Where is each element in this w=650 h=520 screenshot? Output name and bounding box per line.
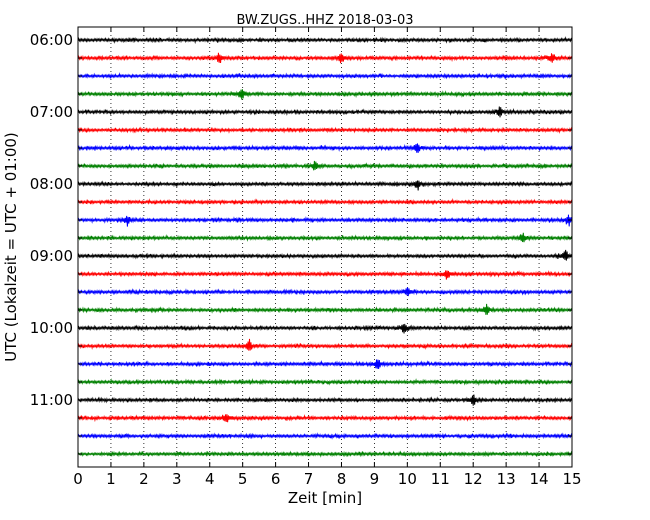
trace-1015 <box>77 338 573 351</box>
y-axis-label: UTC (Lokalzeit = UTC + 01:00) <box>2 132 20 362</box>
trace-1145 <box>77 450 573 458</box>
x-tick-label: 9 <box>370 470 380 488</box>
x-tick-label: 5 <box>238 470 248 488</box>
grid-lines <box>110 27 540 467</box>
x-tick-label: 0 <box>73 470 83 488</box>
trace-1030 <box>77 359 573 369</box>
trace-0645 <box>77 89 573 100</box>
x-tick-label: 14 <box>530 470 549 488</box>
trace-0900 <box>77 249 573 261</box>
y-tick-label: 09:00 <box>30 247 73 265</box>
y-tick-label: 08:00 <box>30 175 73 193</box>
trace-0715 <box>77 126 573 134</box>
x-tick-label: 1 <box>106 470 116 488</box>
trace-0930 <box>77 287 573 297</box>
x-tick-label: 2 <box>139 470 149 488</box>
y-tick-label: 07:00 <box>30 103 73 121</box>
x-tick-label: 8 <box>337 470 347 488</box>
y-axis-ticks: 06:00 07:00 08:00 09:00 10:00 11:00 <box>30 31 572 455</box>
trace-0600 <box>77 36 573 45</box>
trace-0815 <box>77 197 573 206</box>
x-tick-label: 7 <box>304 470 314 488</box>
trace-0830 <box>77 214 573 227</box>
trace-0630 <box>77 72 573 80</box>
trace-1100 <box>77 394 573 406</box>
trace-0800 <box>77 180 573 191</box>
x-tick-label: 6 <box>271 470 281 488</box>
y-tick-label: 10:00 <box>30 319 73 337</box>
trace-1130 <box>77 432 573 440</box>
trace-0845 <box>77 232 573 243</box>
x-tick-label: 4 <box>205 470 215 488</box>
traces-layer <box>77 36 573 458</box>
trace-1000 <box>77 323 573 334</box>
trace-0745 <box>77 160 573 171</box>
trace-0730 <box>77 143 573 153</box>
x-tick-label: 15 <box>562 470 581 488</box>
trace-1115 <box>77 414 573 423</box>
trace-1045 <box>77 378 573 387</box>
x-tick-label: 3 <box>172 470 182 488</box>
x-axis-ticks: 0 1 2 3 4 5 6 7 8 9 10 11 12 13 14 15 <box>73 27 582 488</box>
chart-title: BW.ZUGS..HHZ 2018-03-03 <box>236 13 413 28</box>
y-tick-label: 11:00 <box>30 391 73 409</box>
x-axis-label: Zeit [min] <box>288 489 362 507</box>
x-tick-label: 13 <box>497 470 516 488</box>
trace-0615 <box>77 52 573 64</box>
trace-0915 <box>77 270 573 280</box>
trace-0700 <box>77 106 573 118</box>
x-tick-label: 12 <box>464 470 483 488</box>
x-tick-label: 11 <box>431 470 450 488</box>
y-tick-label: 06:00 <box>30 31 73 49</box>
x-tick-label: 10 <box>398 470 417 488</box>
plot-frame <box>77 26 573 468</box>
trace-0945 <box>77 303 573 315</box>
